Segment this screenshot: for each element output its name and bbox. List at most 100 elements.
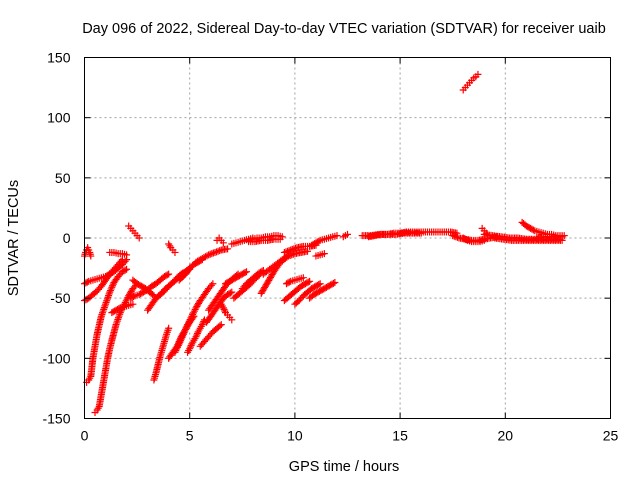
y-tick-label: 50 [55,170,71,186]
data-point-fill [462,236,470,244]
data-point-fill [189,311,197,319]
data-point-fill [199,319,207,327]
data-point [87,252,95,260]
data-point [123,265,131,273]
data-point-fill [121,266,129,274]
data-point [188,312,196,320]
x-tick-labels: 0 5 10 15 20 25 [81,428,619,444]
data-point [228,316,236,324]
x-tick-label: 25 [603,428,619,444]
data-point-fill [453,233,461,241]
data-point [106,288,114,296]
data-point [165,270,173,278]
x-tick-label: 0 [81,428,89,444]
chart-title: Day 096 of 2022, Sidereal Day-to-day VTE… [82,21,606,37]
data-point-fill [114,315,122,323]
data-point-fill [216,322,224,330]
data-point-fill [209,249,217,257]
data-point [175,340,183,348]
y-tick-label: 100 [47,110,71,126]
data-point-fill [114,314,122,322]
data-point [316,280,324,288]
data-point [276,235,284,243]
x-tick-label: 5 [186,428,194,444]
data-point-fill [290,245,298,253]
axis-ticks [84,57,611,419]
data-point-fill [291,244,299,252]
data-point-fill [221,307,229,315]
data-point-fill [183,322,191,330]
data-point-fill [329,279,337,287]
data-point-fill [208,250,216,258]
data-point [219,304,227,312]
data-point-fill [186,343,194,351]
data-point-fill [103,297,111,305]
data-point-fill [163,271,171,279]
data-point-fill [182,324,190,332]
data-point-fill [149,291,157,299]
data-point-fill [173,345,181,353]
y-tick-label: -50 [50,290,70,306]
data-point [243,268,251,276]
data-point [558,233,566,241]
data-point-fill [98,310,106,318]
data-point-fill [130,293,138,301]
data-point [331,279,339,287]
data-point-fill [104,293,112,301]
x-tick-label: 15 [392,428,408,444]
y-tick-label: -100 [42,350,70,366]
data-point [184,321,192,329]
data-point [219,239,227,247]
data-point-fill [186,316,194,324]
data-point-fill [226,289,234,297]
data-point-fill [115,305,123,313]
data-point-fill [123,295,131,303]
data-point-fill [450,232,458,240]
data-point-fill [109,282,117,290]
data-point-fill [285,247,293,255]
data-point-fill [180,329,188,337]
data-point [165,324,173,332]
data-point-fill [190,307,198,315]
data-point-fill [216,247,224,255]
data-point-fill [288,245,296,253]
data-point-fill [189,309,197,317]
data-point [192,333,200,341]
data-point-fill [101,302,109,310]
data-point-fill [181,325,189,333]
data-point-fill [113,317,121,325]
data-point [198,321,206,329]
data-point-fill [105,292,113,300]
data-point-fill [100,305,108,313]
data-point-fill [108,283,116,291]
data-point [102,300,110,308]
data-point-fill [179,332,187,340]
data-point-fill [176,338,184,346]
data-point-fill [452,233,460,241]
data-point-fill [184,319,192,327]
data-point-fill [99,309,107,317]
data-point-fill [315,237,323,245]
data-point [344,230,351,238]
data-point [280,248,288,256]
data-points [81,70,568,416]
data-point [205,251,213,259]
data-point-fill [113,319,121,327]
data-point [287,246,295,254]
data-point [129,300,137,308]
data-point [474,70,482,78]
y-axis-title: SDTVAR / TECUs [6,180,22,296]
data-point-fill [106,287,114,295]
data-point-fill [284,247,292,255]
y-tick-label: 150 [47,50,71,66]
data-point-fill [115,312,123,320]
data-point [306,277,314,285]
data-point [171,348,179,356]
data-point-fill [173,343,181,351]
data-point-fill [103,295,111,303]
data-point-fill [193,331,201,339]
data-point-fill [214,247,222,255]
data-point-fill [529,226,537,234]
data-point-fill [285,278,293,286]
